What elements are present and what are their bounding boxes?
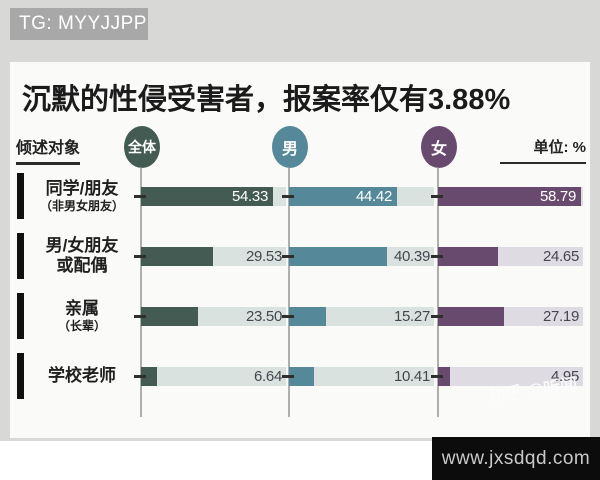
row-label: 学校老师 [26,366,138,386]
bar-track [141,366,286,386]
bar-segment [289,306,326,326]
bar-segment [289,366,314,386]
bar-segment [438,186,581,206]
chart-card: 沉默的性侵受害者，报案率仅有3.88% 倾述对象 单位: % 全体 男 女 同学/朋… [10,62,590,438]
row-label-line: 学校老师 [48,366,116,385]
bar-start-dash [431,194,443,198]
bar-segment [438,246,498,266]
row-label: 亲属 （长辈） [26,299,138,334]
value-label: 58.79 [539,187,576,205]
bar-start-dash [134,254,146,258]
value-label: 40.39 [393,247,430,265]
unit-label: 单位: % [500,136,586,164]
legend-circle: 男 [272,126,308,168]
chart-title: 沉默的性侵受害者，报案率仅有3.88% [22,84,511,116]
bar-start-dash [431,254,443,258]
value-label: 23.50 [245,307,282,325]
bar-track [289,366,434,386]
value-label: 15.27 [393,307,430,325]
bar-start-dash [282,314,294,318]
value-label: 24.65 [542,247,579,265]
bar-segment [289,186,397,206]
row-label-line: （长辈） [57,318,106,333]
bar-start-dash [134,194,146,198]
value-label: 44.42 [355,187,392,205]
bar-segment [141,306,198,326]
bar-start-dash [134,374,146,378]
row-label: 男/女朋友 或配偶 [26,236,138,276]
legend-circle: 女 [421,126,457,168]
row-label-line: 男/女朋友 [45,236,119,255]
row-tick [17,353,24,399]
bar-segment [438,366,450,386]
grid-line [437,167,439,417]
row-tick [17,173,24,219]
tg-watermark: TG: MYYJJPP [10,8,148,40]
row-label-line: 或配偶 [56,256,108,275]
row-label: 同学/朋友 （非男女朋友） [26,179,138,214]
bar-segment [141,246,213,266]
bar-start-dash [431,374,443,378]
grid-line [140,167,142,417]
row-label-line: （非男女朋友） [39,198,124,213]
bar-start-dash [282,194,294,198]
grid-line [288,167,290,417]
bar-start-dash [282,374,294,378]
value-label: 6.64 [254,367,282,385]
bar-segment [438,306,504,326]
bar-start-dash [134,314,146,318]
value-label: 4.95 [551,367,579,385]
bar-segment [141,366,157,386]
value-label: 27.19 [542,307,579,325]
row-tick [17,293,24,339]
row-tick [17,233,24,279]
bar-segment [289,246,387,266]
bar-start-dash [431,314,443,318]
bar-track [438,366,583,386]
axis-label: 倾述对象 [16,134,81,165]
legend-circle: 全体 [124,126,160,168]
bar-segment [141,186,273,206]
value-label: 54.33 [231,187,268,205]
row-label-line: 同学/朋友 [45,178,119,198]
value-label: 10.41 [393,367,430,385]
site-watermark: www.jxsdqd.com [432,437,600,480]
value-label: 29.53 [245,247,282,265]
bar-start-dash [282,254,294,258]
row-label-line: 亲属 [65,298,99,318]
